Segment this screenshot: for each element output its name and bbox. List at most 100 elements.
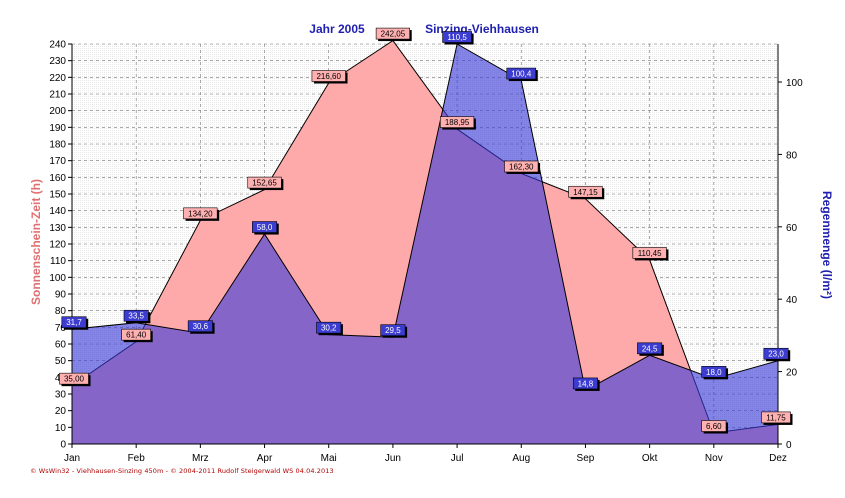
sun-data-label-text: 242,05 bbox=[381, 30, 406, 39]
rain-data-label-text: 33,5 bbox=[128, 312, 144, 321]
rain-data-label-box bbox=[123, 309, 149, 322]
y-axis-right-label: Regenmenge (l/m²) bbox=[820, 191, 834, 299]
x-tick-label: Jul bbox=[451, 453, 464, 464]
x-tick-label: Feb bbox=[128, 453, 146, 464]
sun-data-label: 6,60 bbox=[701, 420, 729, 434]
sun-data-label-box bbox=[568, 185, 603, 198]
rain-data-label-box bbox=[637, 342, 663, 355]
rain-data-label-text: 14,8 bbox=[578, 379, 594, 388]
x-tick-label: Apr bbox=[257, 453, 273, 464]
x-tick-label: Jun bbox=[385, 453, 401, 464]
x-tick-label: Aug bbox=[512, 453, 530, 464]
rain-data-label-text: 30,6 bbox=[193, 322, 209, 331]
y-tick-label-left: 200 bbox=[49, 106, 66, 117]
rain-data-label-box bbox=[701, 366, 727, 378]
y-tick-label-left: 60 bbox=[55, 340, 67, 351]
y-axis-left-label: Sonnenschein-Zeit (h) bbox=[29, 179, 43, 305]
y-tick-label-left: 100 bbox=[49, 273, 66, 284]
rain-data-label-text: 24,5 bbox=[642, 344, 658, 353]
sun-data-label-box bbox=[439, 116, 475, 128]
rain-data-label: 24,5 bbox=[637, 342, 664, 356]
sun-data-label-box bbox=[701, 420, 727, 432]
rain-data-label: 58,0 bbox=[252, 221, 279, 235]
rain-data-label-text: 18,0 bbox=[706, 368, 722, 377]
rain-data-label-text: 58,0 bbox=[257, 223, 273, 232]
sun-data-label-text: 61,40 bbox=[126, 331, 147, 340]
y-tick-label-left: 10 bbox=[55, 423, 67, 434]
rain-data-label-text: 100,4 bbox=[511, 70, 532, 79]
footer-credit: © WsWin32 - Viehhausen-Sinzing 450m - © … bbox=[30, 467, 334, 475]
rain-data-label-box bbox=[187, 320, 213, 333]
rain-data-label: 31,7 bbox=[61, 316, 89, 330]
y-tick-label-right: 100 bbox=[786, 78, 803, 89]
sun-data-label-box bbox=[183, 207, 218, 220]
y-tick-label-right: 60 bbox=[786, 223, 798, 234]
sun-data-label-box bbox=[121, 328, 151, 341]
rain-data-label-box bbox=[380, 324, 406, 337]
line-sonnenschein-zeit bbox=[71, 39, 779, 434]
y-tick-label-left: 30 bbox=[55, 390, 67, 401]
sun-data-label-text: 216,60 bbox=[316, 72, 341, 81]
y-tick-label-right: 0 bbox=[786, 440, 792, 451]
y-tick-label-left: 50 bbox=[55, 356, 67, 367]
sun-data-label: 110,45 bbox=[632, 247, 669, 261]
rain-data-label-box bbox=[572, 377, 598, 390]
y-tick-label-left: 70 bbox=[55, 323, 67, 334]
axes: 0 10 20 30 40 50 60 70 80 90 100 110 120 130 140 150 160… bbox=[49, 40, 803, 465]
y-tick-label-left: 220 bbox=[49, 73, 66, 84]
y-tick-label-left: 240 bbox=[49, 40, 66, 51]
y-tick-label-left: 130 bbox=[49, 223, 66, 234]
y-tick-label-right: 80 bbox=[786, 150, 798, 161]
x-tick-label: Dez bbox=[769, 453, 787, 464]
sun-data-label: 11,75 bbox=[761, 411, 793, 425]
rain-data-label: 33,5 bbox=[123, 309, 151, 324]
sun-data-label-box bbox=[375, 27, 411, 40]
chart-title-left: Jahr 2005 bbox=[309, 22, 365, 36]
sun-data-label-box bbox=[247, 176, 282, 189]
rain-data-label-text: 110,5 bbox=[447, 33, 467, 42]
x-tick-label: Sep bbox=[577, 453, 595, 464]
sun-data-label-box bbox=[59, 372, 89, 385]
rain-data-label-box bbox=[442, 31, 472, 43]
y-tick-label-left: 110 bbox=[50, 256, 66, 267]
rain-data-label: 14,8 bbox=[572, 377, 600, 391]
x-tick-label: Jan bbox=[64, 453, 80, 464]
rain-data-label-text: 29,5 bbox=[385, 326, 401, 335]
rain-data-label-box bbox=[763, 347, 789, 360]
chart-title-right: Sinzing-Viehhausen bbox=[425, 22, 539, 36]
sun-data-label-box bbox=[311, 70, 346, 82]
sun-data-label-box bbox=[504, 160, 539, 173]
rain-data-label: 30,2 bbox=[316, 321, 343, 336]
sun-data-label-text: 11,75 bbox=[766, 413, 786, 422]
sun-data-label: 242,05 bbox=[375, 27, 412, 42]
rain-data-label-box bbox=[252, 221, 278, 233]
sun-data-label: 147,15 bbox=[568, 185, 605, 200]
y-axis-left-label-box: Sonnenschein-Zeit (h) bbox=[18, 172, 50, 312]
sun-data-label: 188,95 bbox=[439, 116, 476, 130]
y-tick-label-right: 20 bbox=[786, 368, 798, 379]
sun-data-label: 216,60 bbox=[311, 70, 348, 84]
rain-data-label-text: 31,7 bbox=[66, 318, 82, 327]
sun-data-label-text: 147,15 bbox=[573, 188, 598, 197]
y-tick-label-left: 170 bbox=[49, 156, 66, 167]
y-tick-label-left: 140 bbox=[49, 206, 66, 217]
sun-data-label-box bbox=[761, 411, 791, 424]
y-tick-label-left: 210 bbox=[49, 90, 66, 101]
sun-data-label: 134,20 bbox=[183, 207, 220, 221]
sun-data-label: 35,00 bbox=[59, 372, 91, 387]
rain-data-label: 29,5 bbox=[380, 324, 408, 338]
rain-data-label-box bbox=[506, 67, 537, 80]
sun-data-label-text: 110,45 bbox=[638, 249, 662, 258]
y-tick-label-left: 90 bbox=[55, 290, 67, 301]
area-regenmenge bbox=[72, 44, 778, 444]
rain-data-label: 110,5 bbox=[442, 31, 474, 45]
y-tick-label-left: 160 bbox=[49, 173, 66, 184]
y-tick-label-left: 150 bbox=[49, 190, 66, 201]
sun-data-label: 61,40 bbox=[121, 328, 153, 343]
y-tick-label-left: 230 bbox=[49, 56, 66, 67]
x-tick-label: Okt bbox=[642, 453, 658, 464]
sun-data-label-text: 188,95 bbox=[445, 118, 470, 127]
rain-data-label: 18,0 bbox=[701, 366, 729, 380]
rain-data-label-text: 23,0 bbox=[768, 350, 784, 359]
sun-data-label-text: 35,00 bbox=[64, 375, 85, 384]
